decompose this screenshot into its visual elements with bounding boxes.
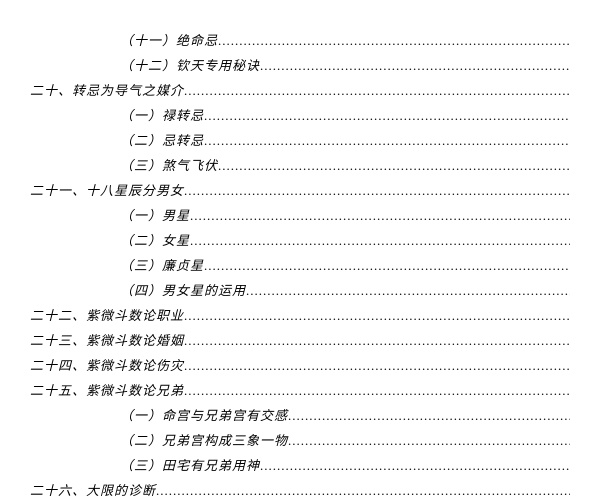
toc-entry: （二）忌转忌	[30, 130, 570, 149]
toc-leader-dots	[260, 58, 570, 74]
toc-entry: （一）禄转忌	[30, 105, 570, 124]
toc-leader-dots	[184, 333, 570, 349]
toc-leader-dots	[288, 433, 570, 449]
toc-entry: （二）女星	[30, 230, 570, 249]
toc-leader-dots	[204, 133, 570, 149]
toc-leader-dots	[190, 208, 570, 224]
toc-entry-label: 二十三、紫微斗数论婚姻	[30, 330, 184, 349]
toc-entry-label: 二十一、十八星辰分男女	[30, 180, 184, 199]
toc-leader-dots	[204, 258, 570, 274]
toc-entry: 二十五、紫微斗数论兄弟	[30, 380, 570, 399]
toc-entry: （四）男女星的运用	[30, 280, 570, 299]
toc-entry-label: （一）禄转忌	[120, 105, 204, 124]
toc-entry-label: （四）男女星的运用	[120, 280, 246, 299]
toc-leader-dots	[190, 233, 570, 249]
toc-entry-label: 二十六、大限的诊断	[30, 480, 156, 499]
toc-leader-dots	[218, 158, 570, 174]
toc-entry-label: （一）男星	[120, 205, 190, 224]
toc-entry: （十一）绝命忌	[30, 30, 570, 49]
toc-entry: 二十三、紫微斗数论婚姻	[30, 330, 570, 349]
toc-leader-dots	[246, 283, 570, 299]
toc-entry-label: 二十二、紫微斗数论职业	[30, 305, 184, 324]
toc-entry-label: （十二）钦天专用秘诀	[120, 55, 260, 74]
toc-entry-label: 二十、转忌为导气之媒介	[30, 80, 184, 99]
toc-leader-dots	[218, 33, 570, 49]
toc-leader-dots	[288, 408, 570, 424]
toc-entry-label: 二十四、紫微斗数论伤灾	[30, 355, 184, 374]
toc-leader-dots	[156, 483, 570, 499]
toc-entry-label: （二）兄弟宫构成三象一物	[120, 430, 288, 449]
toc-leader-dots	[184, 83, 570, 99]
toc-entry-label: （三）廉贞星	[120, 255, 204, 274]
toc-leader-dots	[184, 308, 570, 324]
toc-entry: 二十六、大限的诊断	[30, 480, 570, 499]
toc-entry: 二十、转忌为导气之媒介	[30, 80, 570, 99]
toc-entry-label: （十一）绝命忌	[120, 30, 218, 49]
toc-entry: （一）男星	[30, 205, 570, 224]
toc-leader-dots	[184, 358, 570, 374]
toc-entry-label: （三）田宅有兄弟用神	[120, 455, 260, 474]
toc-entry-label: 二十五、紫微斗数论兄弟	[30, 380, 184, 399]
toc-entry: （十二）钦天专用秘诀	[30, 55, 570, 74]
toc-entry: 二十一、十八星辰分男女	[30, 180, 570, 199]
toc-entry: 二十二、紫微斗数论职业	[30, 305, 570, 324]
toc-entry-label: （二）女星	[120, 230, 190, 249]
toc-leader-dots	[184, 383, 570, 399]
table-of-contents: （十一）绝命忌 （十二）钦天专用秘诀二十、转忌为导气之媒介 （一）禄转忌 （二）忌转忌…	[30, 30, 570, 499]
toc-entry-label: （一）命宫与兄弟宫有交感	[120, 405, 288, 424]
toc-entry-label: （二）忌转忌	[120, 130, 204, 149]
toc-entry: （三）田宅有兄弟用神	[30, 455, 570, 474]
toc-entry: （二）兄弟宫构成三象一物	[30, 430, 570, 449]
toc-leader-dots	[204, 108, 570, 124]
toc-entry: 二十四、紫微斗数论伤灾	[30, 355, 570, 374]
toc-leader-dots	[260, 458, 570, 474]
toc-leader-dots	[184, 183, 570, 199]
toc-entry: （一）命宫与兄弟宫有交感	[30, 405, 570, 424]
toc-entry: （三）廉贞星	[30, 255, 570, 274]
toc-entry: （三）煞气飞伏	[30, 155, 570, 174]
toc-entry-label: （三）煞气飞伏	[120, 155, 218, 174]
